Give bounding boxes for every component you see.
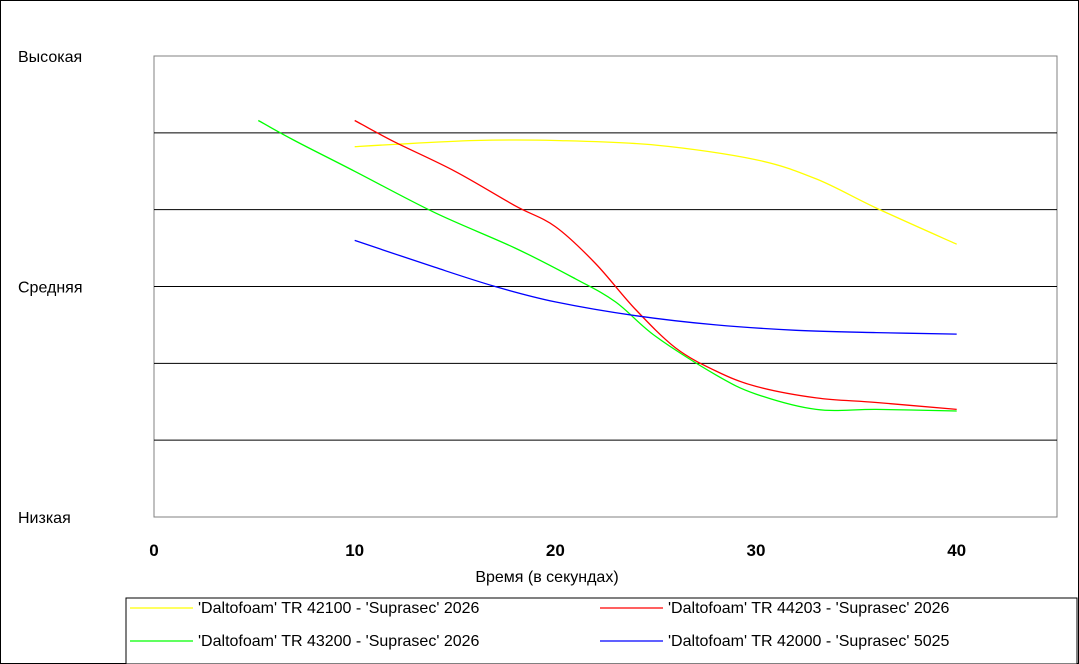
legend-label: 'Daltofoam' TR 43200 - 'Suprasec' 2026 xyxy=(198,633,480,650)
x-axis-label: Время (в секундах) xyxy=(475,569,618,586)
x-tick-label: 20 xyxy=(546,541,565,560)
y-tick-label: Низкая xyxy=(18,510,71,527)
legend-label: 'Daltofoam' TR 42100 - 'Suprasec' 2026 xyxy=(198,600,480,617)
legend-label: 'Daltofoam' TR 42000 - 'Suprasec' 5025 xyxy=(668,633,950,650)
legend: 'Daltofoam' TR 42100 - 'Suprasec' 2026 'D… xyxy=(126,598,1077,664)
x-tick-label: 0 xyxy=(149,541,158,560)
y-tick-label: Средняя xyxy=(18,280,83,297)
x-tick-label: 10 xyxy=(345,541,364,560)
y-axis-labels: Высокая Средняя Низкая xyxy=(18,49,83,527)
y-tick-label: Высокая xyxy=(18,49,82,66)
x-tick-label: 30 xyxy=(747,541,766,560)
x-axis-tick-labels: 0 10 20 30 40 xyxy=(149,541,966,560)
x-tick-label: 40 xyxy=(947,541,966,560)
legend-label: 'Daltofoam' TR 44203 - 'Suprasec' 2026 xyxy=(668,600,950,617)
